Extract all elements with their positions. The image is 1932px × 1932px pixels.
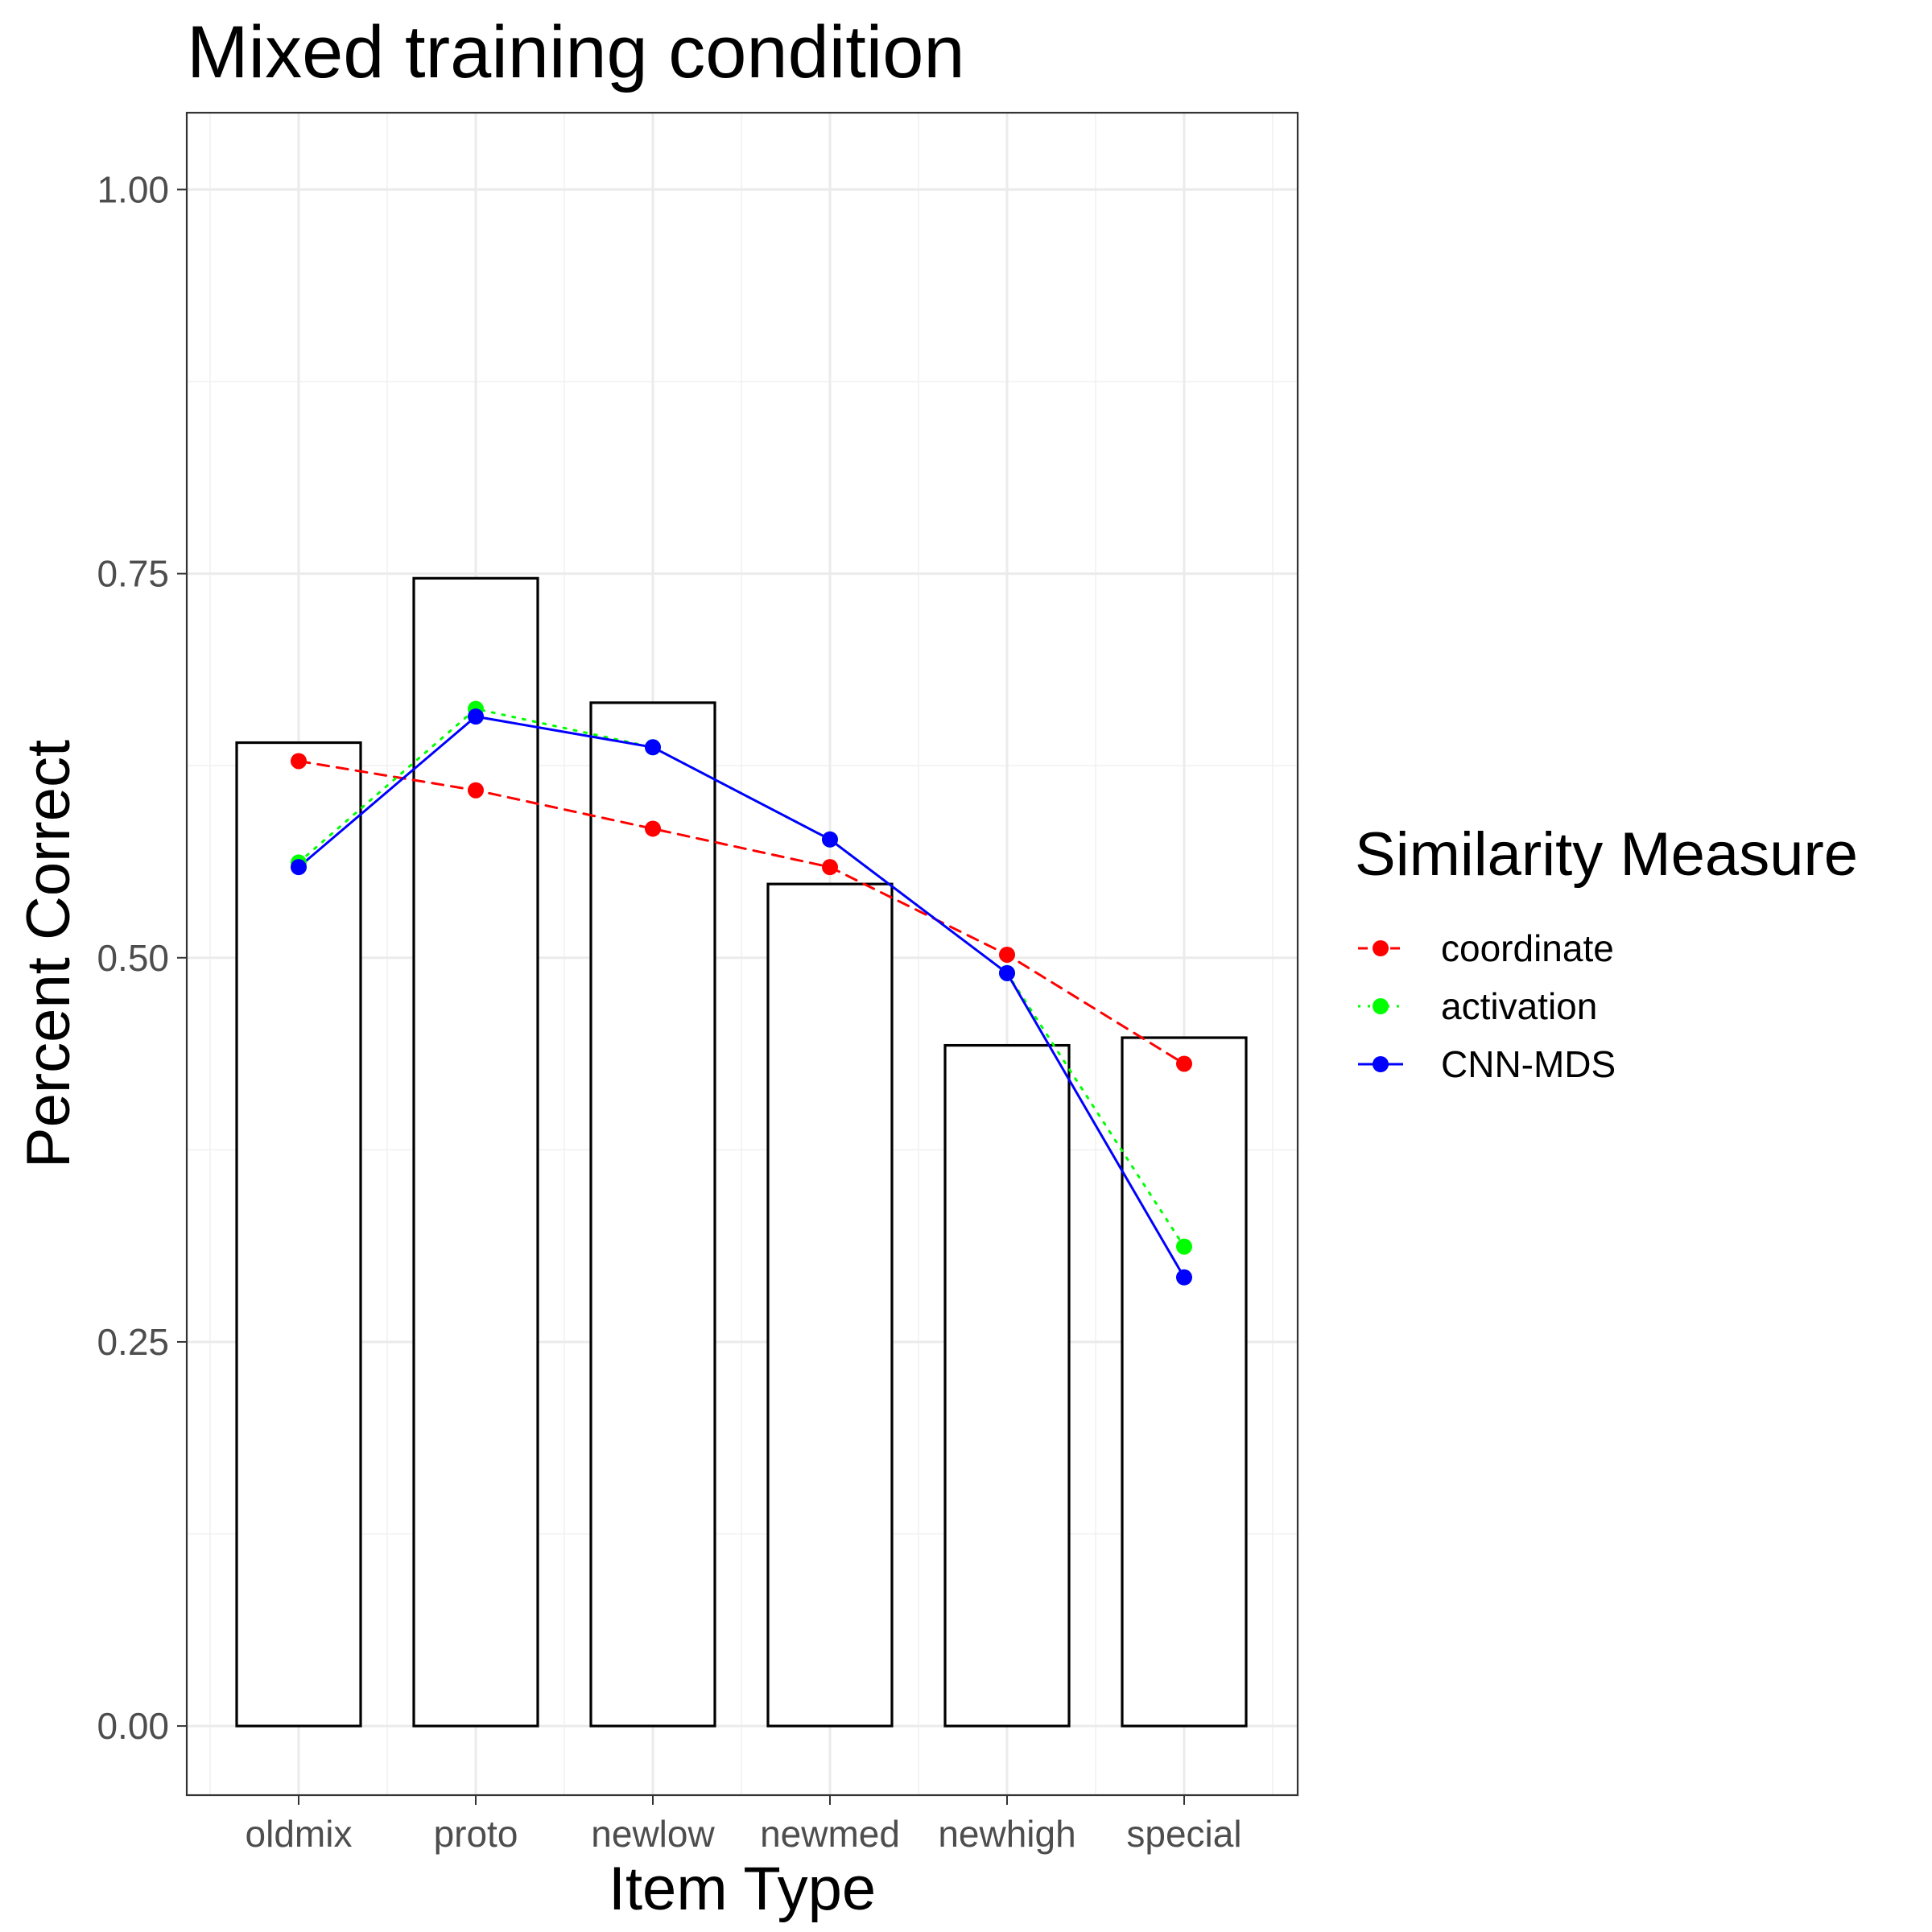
y-tick-label: 0.25 [97,1321,169,1363]
series-line-CNN-MDS [297,715,1186,1279]
y-tick-label: 0.75 [97,553,169,595]
point-CNN-MDS-proto [468,708,484,725]
bar-newmed [766,882,894,1728]
point-CNN-MDS-newhigh [999,964,1015,981]
point-CNN-MDS-special [1176,1269,1192,1286]
bar-newhigh [943,1043,1071,1728]
point-CNN-MDS-newlow [645,739,661,756]
bar-proto [412,576,539,1728]
plot-border [185,111,1299,1797]
x-tick-label-oldmix: oldmix [246,1813,353,1855]
x-tick-label-newmed: newmed [760,1813,900,1855]
series-line-coordinate [297,759,1186,1065]
y-tick-label: 0.50 [97,937,169,979]
legend-key-point-activation [1373,998,1389,1014]
point-coordinate-newmed [822,859,838,876]
y-axis-title: Percent Correct [14,740,83,1168]
x-axis: oldmix proto newlow newmed newhigh special [246,1795,1242,1855]
legend-label-activation: activation [1441,985,1597,1027]
point-coordinate-proto [468,782,484,799]
x-tick-label-newhigh: newhigh [938,1813,1075,1855]
legend-label-coordinate: coordinate [1441,927,1614,969]
x-tick-label-proto: proto [434,1813,518,1855]
grid-minor [187,113,1298,1795]
bar-oldmix [235,741,362,1728]
x-tick-label-special: special [1126,1813,1241,1855]
point-coordinate-newlow [645,820,661,837]
x-tick-label-newlow: newlow [591,1813,715,1855]
legend-key-point-CNN-MDS [1373,1056,1389,1072]
point-activation-special [1176,1238,1192,1255]
point-coordinate-special [1176,1055,1192,1072]
x-axis-title: Item Type [609,1855,876,1923]
series-lines [297,707,1186,1279]
bar-special [1121,1036,1248,1728]
bar-newlow [589,701,716,1728]
legend: Similarity Measure coordinate activation C… [1355,820,1858,1085]
point-coordinate-oldmix [291,753,307,770]
legend-label-CNN-MDS: CNN-MDS [1441,1043,1616,1085]
legend-title: Similarity Measure [1355,820,1858,889]
y-axis: 0.00 0.25 0.50 0.75 1.00 [97,168,187,1747]
point-coordinate-newhigh [999,946,1015,963]
legend-key-point-coordinate [1373,940,1389,956]
series-points [291,700,1192,1286]
chart-title: Mixed training condition [187,11,965,93]
y-tick-label: 1.00 [97,168,169,210]
bars [235,576,1248,1728]
y-tick-label: 0.00 [97,1705,169,1747]
point-CNN-MDS-newmed [822,831,838,848]
plot-background [187,113,1298,1795]
point-CNN-MDS-oldmix [291,859,307,876]
